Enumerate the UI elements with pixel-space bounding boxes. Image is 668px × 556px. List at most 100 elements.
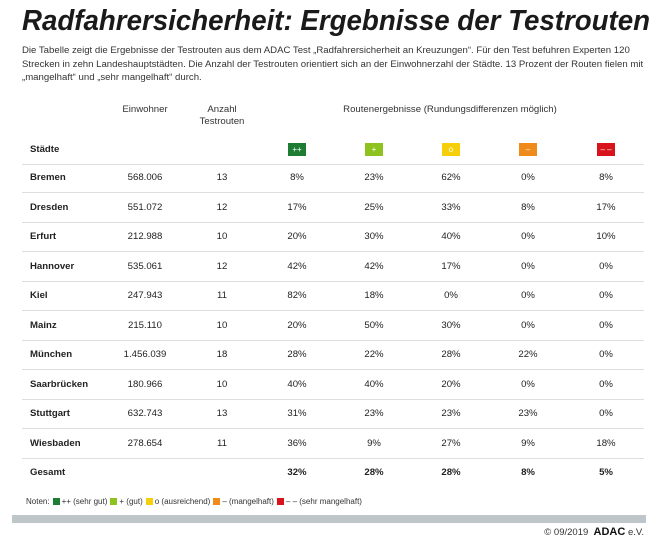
pct-sehr-mangelhaft-cell: 18% xyxy=(596,437,616,449)
anzahl-cell: 18 xyxy=(216,349,228,360)
header-anzahl: Anzahl Testrouten xyxy=(192,104,252,128)
pct-mangelhaft-cell: 0% xyxy=(521,172,535,183)
city-cell: München xyxy=(30,349,73,360)
pct-mangelhaft-cell: 8% xyxy=(521,467,535,478)
pct-gut-cell: 28% xyxy=(364,467,384,478)
footer: © 09/2019 ADAC e.V. xyxy=(544,526,644,538)
intro-text: Die Tabelle zeigt die Ergebnisse der Tes… xyxy=(22,45,644,83)
city-cell: Wiesbaden xyxy=(30,437,81,449)
pct-sehr-mangelhaft-cell: 17% xyxy=(596,201,616,213)
pct-mangelhaft-cell: 23% xyxy=(518,408,538,419)
legend-swatch xyxy=(145,498,153,505)
pct-gut-cell: 18% xyxy=(364,290,384,301)
pct-mangelhaft-cell: 0% xyxy=(521,260,535,272)
city-cell: Hannover xyxy=(30,260,75,272)
city-cell: Gesamt xyxy=(30,467,66,478)
grade-header-1: + xyxy=(344,135,404,164)
pct-ausreichend-cell: 28% xyxy=(441,467,461,478)
grade-header-2: o xyxy=(421,135,481,164)
header-staedte: Städte xyxy=(30,144,60,155)
header-anzahl-line2: Testrouten xyxy=(199,116,245,127)
pct-gut-cell: 25% xyxy=(364,201,384,213)
einwohner-cell: 568.006 xyxy=(127,172,163,183)
table-row: Wiesbaden 278.654 11 36% 9% 27% 9% 18% xyxy=(22,429,644,459)
pct-sehr-gut-cell: 20% xyxy=(287,319,307,331)
pct-gut-cell: 23% xyxy=(364,408,384,419)
anzahl-cell: 10 xyxy=(216,378,228,390)
pct-sehr-gut-cell: 32% xyxy=(287,467,307,478)
pct-ausreichend-cell: 28% xyxy=(441,349,461,360)
table-row: Bremen 568.006 13 8% 23% 62% 0% 8% xyxy=(22,163,644,193)
header-einwohner: Einwohner xyxy=(122,104,168,115)
einwohner-cell: 551.072 xyxy=(127,201,163,213)
page-title: Radfahrersicherheit: Ergebnisse der Test… xyxy=(22,5,651,37)
pct-sehr-gut-cell: 31% xyxy=(287,408,307,419)
brand-suffix: e.V. xyxy=(627,527,644,538)
pct-gut-cell: 9% xyxy=(367,437,381,449)
pct-sehr-mangelhaft-cell: 0% xyxy=(599,349,613,360)
anzahl-cell: 12 xyxy=(216,201,228,213)
pct-ausreichend-cell: 40% xyxy=(441,231,461,242)
legend: Noten: ++ (sehr gut) + (gut) o (ausreichend… xyxy=(26,497,362,506)
pct-sehr-mangelhaft-cell: 0% xyxy=(599,378,613,390)
pct-ausreichend-cell: 62% xyxy=(441,172,461,183)
anzahl-cell: 12 xyxy=(216,260,228,272)
pct-mangelhaft-cell: 0% xyxy=(521,290,535,301)
pct-sehr-gut-cell: 28% xyxy=(287,349,307,360)
pct-sehr-gut-cell: 40% xyxy=(287,378,307,390)
pct-sehr-mangelhaft-cell: 0% xyxy=(599,319,613,331)
einwohner-cell: 535.061 xyxy=(127,260,163,272)
pct-sehr-gut-cell: 8% xyxy=(290,172,304,183)
pct-ausreichend-cell: 17% xyxy=(441,260,461,272)
pct-ausreichend-cell: 0% xyxy=(444,290,458,301)
anzahl-cell: 10 xyxy=(216,231,228,242)
brand-logo: ADAC xyxy=(593,526,626,538)
pct-ausreichend-cell: 27% xyxy=(441,437,461,449)
einwohner-cell: 212.988 xyxy=(127,231,163,242)
legend-label: Noten: xyxy=(26,497,50,506)
grade-badge: + xyxy=(365,142,383,156)
pct-mangelhaft-cell: 0% xyxy=(521,231,535,242)
pct-ausreichend-cell: 33% xyxy=(441,201,461,213)
legend-swatch xyxy=(52,498,60,505)
pct-sehr-mangelhaft-cell: 5% xyxy=(599,467,613,478)
header-anzahl-line1: Anzahl xyxy=(207,104,237,115)
city-cell: Kiel xyxy=(30,290,48,301)
table-row: Hannover 535.061 12 42% 42% 17% 0% 0% xyxy=(22,252,644,282)
legend-item: ++ (sehr gut) xyxy=(61,497,108,506)
pct-mangelhaft-cell: 9% xyxy=(521,437,535,449)
table-row: Stuttgart 632.743 13 31% 23% 23% 23% 0% xyxy=(22,399,644,429)
pct-sehr-gut-cell: 20% xyxy=(287,231,307,242)
table-row: Dresden 551.072 12 17% 25% 33% 8% 17% xyxy=(22,193,644,223)
table-row: Erfurt 212.988 10 20% 30% 40% 0% 10% xyxy=(22,222,644,252)
grade-badge: o xyxy=(442,142,460,156)
pct-ausreichend-cell: 20% xyxy=(441,378,461,390)
grade-header-3: – xyxy=(498,135,558,164)
anzahl-cell: 11 xyxy=(217,290,227,301)
einwohner-cell: 632.743 xyxy=(127,408,163,419)
grade-badge: – – xyxy=(597,142,615,156)
total-row: Gesamt 32% 28% 28% 8% 5% xyxy=(22,458,644,487)
pct-mangelhaft-cell: 0% xyxy=(521,378,535,390)
pct-sehr-mangelhaft-cell: 0% xyxy=(599,290,613,301)
pct-mangelhaft-cell: 8% xyxy=(521,201,535,213)
pct-gut-cell: 22% xyxy=(364,349,384,360)
legend-swatch xyxy=(276,498,284,505)
pct-ausreichend-cell: 30% xyxy=(441,319,461,331)
einwohner-cell: 247.943 xyxy=(127,290,163,301)
city-cell: Saarbrücken xyxy=(30,378,89,390)
legend-item: – – (sehr mangelhaft) xyxy=(285,497,362,506)
pct-sehr-mangelhaft-cell: 8% xyxy=(599,172,613,183)
pct-sehr-mangelhaft-cell: 0% xyxy=(599,408,613,419)
header-row: Städte ++ + o – – – xyxy=(22,135,644,165)
pct-sehr-gut-cell: 36% xyxy=(287,437,307,449)
anzahl-cell: 13 xyxy=(216,172,228,183)
header-results: Routenergebnisse (Rundungsdifferenzen mö… xyxy=(343,104,557,115)
legend-item: – (mangelhaft) xyxy=(222,497,274,506)
pct-gut-cell: 40% xyxy=(364,378,384,390)
city-cell: Stuttgart xyxy=(30,408,70,419)
legend-item: + (gut) xyxy=(119,497,143,506)
city-cell: Erfurt xyxy=(30,231,57,242)
einwohner-cell: 1.456.039 xyxy=(123,349,167,360)
